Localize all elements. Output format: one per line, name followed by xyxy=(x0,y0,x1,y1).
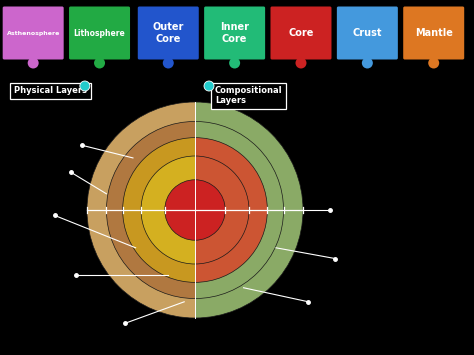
Circle shape xyxy=(94,58,105,69)
FancyBboxPatch shape xyxy=(3,6,64,60)
Text: Inner
Core: Inner Core xyxy=(220,22,249,44)
Circle shape xyxy=(80,81,90,91)
Circle shape xyxy=(428,58,439,69)
FancyBboxPatch shape xyxy=(271,6,331,60)
Circle shape xyxy=(362,58,373,69)
Text: Lithosphere: Lithosphere xyxy=(73,28,126,38)
Text: Core: Core xyxy=(288,28,314,38)
Wedge shape xyxy=(195,102,303,318)
Text: Physical Layers: Physical Layers xyxy=(14,86,87,95)
Text: Asthenosphere: Asthenosphere xyxy=(7,31,60,36)
Circle shape xyxy=(204,81,214,91)
Wedge shape xyxy=(195,180,225,240)
Wedge shape xyxy=(123,138,195,282)
Circle shape xyxy=(295,58,307,69)
Text: Mantle: Mantle xyxy=(415,28,453,38)
Circle shape xyxy=(27,58,39,69)
Wedge shape xyxy=(141,156,195,264)
FancyBboxPatch shape xyxy=(69,6,130,60)
FancyBboxPatch shape xyxy=(138,6,199,60)
Text: Outer
Core: Outer Core xyxy=(153,22,184,44)
Circle shape xyxy=(163,58,174,69)
FancyBboxPatch shape xyxy=(403,6,464,60)
Text: Crust: Crust xyxy=(353,28,382,38)
Wedge shape xyxy=(87,102,195,318)
FancyBboxPatch shape xyxy=(337,6,398,60)
Wedge shape xyxy=(195,138,267,282)
Wedge shape xyxy=(107,121,195,299)
Circle shape xyxy=(229,58,240,69)
Wedge shape xyxy=(195,156,249,264)
Wedge shape xyxy=(165,180,195,240)
FancyBboxPatch shape xyxy=(204,6,265,60)
Wedge shape xyxy=(195,121,283,299)
Text: Compositional
Layers: Compositional Layers xyxy=(215,86,283,105)
